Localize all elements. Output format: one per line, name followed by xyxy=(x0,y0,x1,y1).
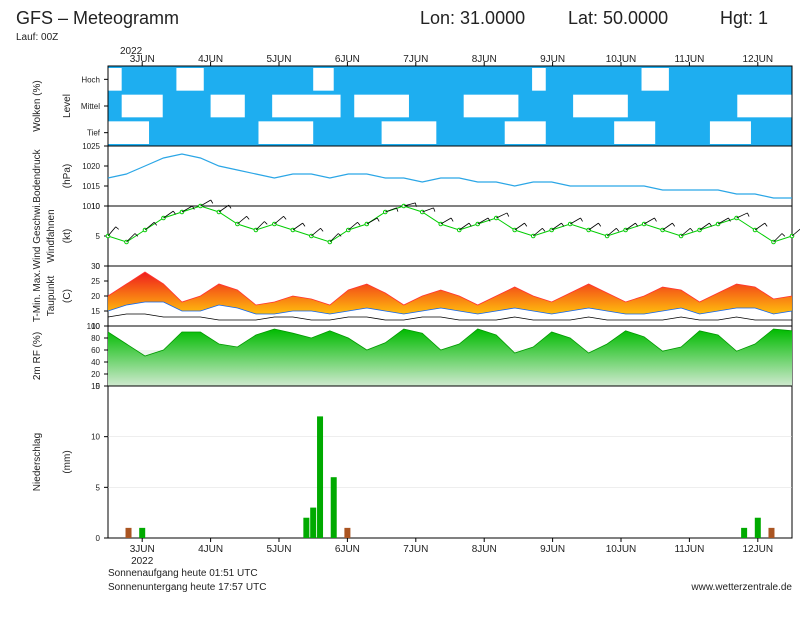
site-label: www.wetterzentrale.de xyxy=(690,582,792,593)
svg-text:30: 30 xyxy=(91,262,100,271)
xtick-bottom: 12JUN xyxy=(743,544,774,555)
xtick-bottom: 3JUN xyxy=(130,544,155,555)
svg-text:80: 80 xyxy=(91,334,100,343)
svg-text:Wolken (%): Wolken (%) xyxy=(32,80,43,132)
svg-text:Taupunkt: Taupunkt xyxy=(46,275,57,316)
svg-text:(hPa): (hPa) xyxy=(62,164,73,188)
svg-text:Level: Level xyxy=(62,94,73,118)
svg-text:0: 0 xyxy=(96,534,101,543)
svg-text:Tief: Tief xyxy=(87,129,101,138)
svg-text:1020: 1020 xyxy=(82,162,100,171)
svg-text:Windfahnen: Windfahnen xyxy=(46,209,57,262)
svg-text:10: 10 xyxy=(91,433,100,442)
svg-text:20: 20 xyxy=(91,370,100,379)
svg-text:2022: 2022 xyxy=(131,556,154,567)
svg-text:Mittel: Mittel xyxy=(81,102,100,111)
svg-text:10: 10 xyxy=(91,202,100,211)
svg-text:15: 15 xyxy=(91,307,100,316)
svg-text:Lat: 50.0000: Lat: 50.0000 xyxy=(568,8,668,28)
svg-text:(mm): (mm) xyxy=(62,450,73,473)
svg-text:(kt): (kt) xyxy=(62,229,73,243)
svg-text:2m RF (%): 2m RF (%) xyxy=(32,332,43,380)
xtick-bottom: 5JUN xyxy=(266,544,291,555)
xtick-bottom: 7JUN xyxy=(403,544,428,555)
xtick-bottom: 10JUN xyxy=(606,544,637,555)
svg-text:Hoch: Hoch xyxy=(81,75,100,84)
title: GFS – Meteogramm xyxy=(16,8,179,28)
sunrise-label: Sonnenaufgang heute 01:51 UTC xyxy=(108,568,258,579)
svg-text:T-Min. Max.: T-Min. Max. xyxy=(32,270,43,322)
meteogram-svg: GFS – Meteogramm Lauf: 00Z Lon: 31.0000 Lat… xyxy=(0,0,800,625)
svg-text:Niederschlag: Niederschlag xyxy=(32,433,43,491)
xtick-bottom: 11JUN xyxy=(674,544,704,555)
run-label: Lauf: 00Z xyxy=(16,32,58,43)
svg-text:5: 5 xyxy=(96,483,101,492)
xtick-bottom: 4JUN xyxy=(198,544,223,555)
svg-text:20: 20 xyxy=(91,292,100,301)
svg-text:15: 15 xyxy=(91,382,100,391)
svg-text:60: 60 xyxy=(91,346,100,355)
meteogram-container: GFS – Meteogramm Lauf: 00Z Lon: 31.0000 Lat… xyxy=(0,0,800,625)
xtick-bottom: 6JUN xyxy=(335,544,360,555)
svg-text:5: 5 xyxy=(96,232,101,241)
svg-text:25: 25 xyxy=(91,277,100,286)
sunset-label: Sonnenuntergang heute 17:57 UTC xyxy=(108,582,266,593)
svg-text:100: 100 xyxy=(87,322,101,331)
svg-text:40: 40 xyxy=(91,358,100,367)
svg-text:1015: 1015 xyxy=(82,182,100,191)
svg-text:Bodendruck: Bodendruck xyxy=(32,148,43,202)
xtick-bottom: 9JUN xyxy=(540,544,565,555)
svg-text:Lon: 31.0000: Lon: 31.0000 xyxy=(420,8,525,28)
svg-text:Wind Geschwi.: Wind Geschwi. xyxy=(32,203,43,270)
xtick-bottom: 8JUN xyxy=(472,544,497,555)
svg-text:(C): (C) xyxy=(62,289,73,303)
svg-text:Hgt: 1: Hgt: 1 xyxy=(720,8,768,28)
svg-text:1025: 1025 xyxy=(82,142,100,151)
